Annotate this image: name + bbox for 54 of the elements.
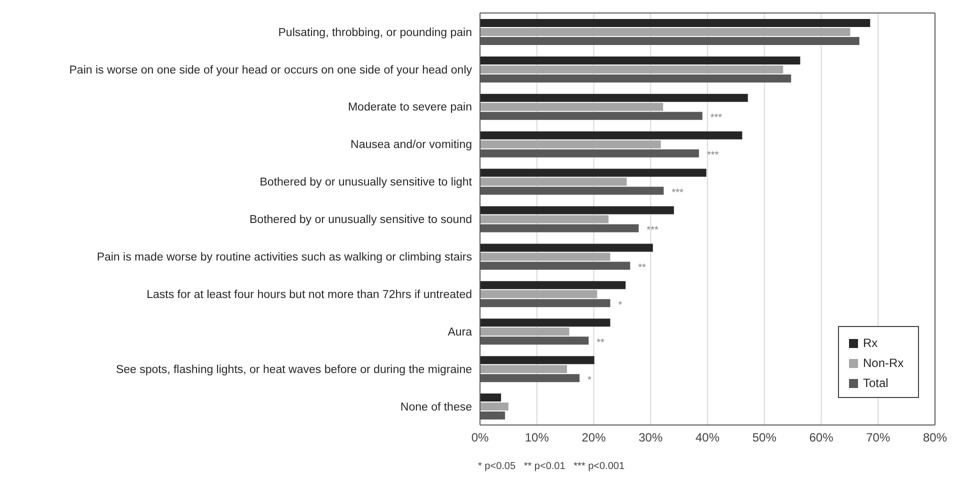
annotation: *** [672,188,684,199]
bar [480,56,800,64]
x-tick-label: 0% [471,430,489,445]
legend-label: Rx [863,335,878,352]
annotation: ** [596,337,605,348]
bar [480,28,850,36]
bar [480,131,742,140]
bar [480,94,748,102]
x-tick-label: 50% [752,430,777,445]
y-tick-label: Pain is made worse by routine activities such as walking or climbing stairs [96,252,472,264]
x-tick-label: 80% [922,430,948,445]
bar [480,365,568,374]
bar [480,206,674,214]
y-tick-label: Pulsating, throbbing, or pounding pain [278,26,472,39]
x-tick-label: 40% [695,430,720,445]
bar [480,178,627,186]
y-tick-label: Nausea and/or vomiting [350,139,472,152]
bar [480,328,570,336]
bar [480,102,664,111]
text: * p<0.05 ** p<0.01 *** p<0.001 [478,461,625,472]
legend-label: Non-Rx [863,355,904,372]
bar [480,318,610,327]
annotation: *** [710,112,722,124]
annotation: *** [706,150,719,162]
bar [480,215,609,224]
legend-label: Total [863,375,888,392]
bar [480,252,610,261]
x-tick-label: 70% [866,430,890,445]
x-tick-label: 10% [524,430,550,445]
y-tick-label: Bothered by or unusually sensitive to light [260,176,473,189]
bar [480,290,598,298]
x-tick-label: 60% [809,430,834,445]
bar [480,18,870,27]
annotation: * [588,374,592,386]
x-tick-label: 30% [638,430,663,445]
annotation: *** [646,225,658,236]
bar [480,140,661,148]
y-tick-label: Lasts for at least four hours but not more than 72hrs if untreated [146,288,472,301]
annotation: * [618,300,622,311]
y-tick-label: See spots, flashing lights, or heat waves before or during the migraine [116,364,472,376]
bar [480,244,653,252]
y-tick-label: Moderate to severe pain [348,102,472,114]
annotation: ** [638,262,646,274]
y-tick-label: Pain is worse on one side of your head or occurs on one side of your head only [69,64,472,76]
bar [480,394,502,402]
bar [480,402,508,411]
x-tick-label: 20% [582,430,606,445]
bar [480,356,594,364]
y-tick-label: None of these [400,401,472,414]
y-tick-label: Aura [448,326,473,338]
y-tick-label: Bothered by or unusually sensitive to sound [250,214,472,226]
bar [480,281,626,290]
bar [480,168,706,177]
bar [480,65,784,74]
